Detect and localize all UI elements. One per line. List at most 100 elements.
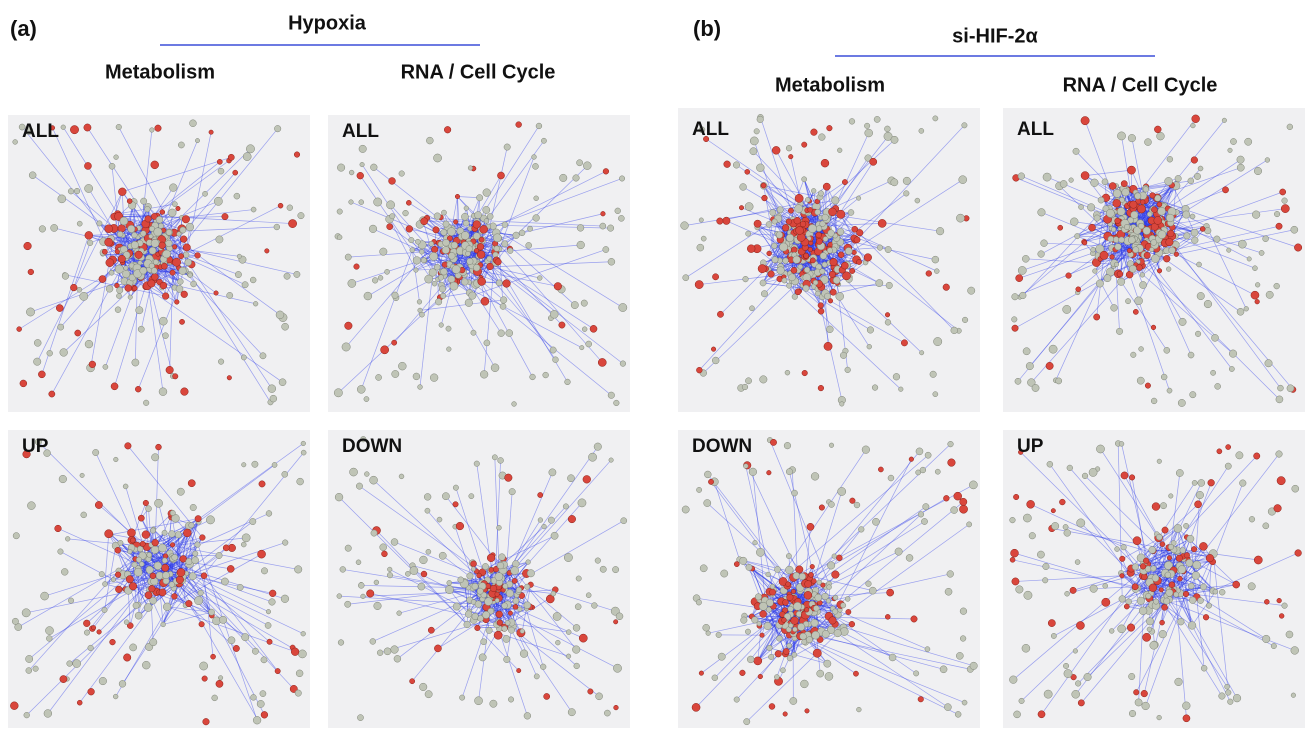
node <box>497 172 504 179</box>
node <box>756 164 764 172</box>
node <box>848 209 854 215</box>
node <box>97 221 102 226</box>
node <box>60 675 67 682</box>
node <box>243 153 251 161</box>
node <box>787 643 792 648</box>
node <box>967 522 972 527</box>
node <box>1263 236 1269 242</box>
node <box>433 227 439 233</box>
node <box>115 249 120 254</box>
node <box>150 128 155 133</box>
node <box>619 303 627 311</box>
node <box>758 265 766 273</box>
node <box>191 281 197 287</box>
node <box>538 492 543 497</box>
node <box>222 213 228 219</box>
node <box>95 501 102 508</box>
node <box>1140 273 1145 278</box>
node <box>1073 148 1079 154</box>
node <box>760 376 767 383</box>
node <box>872 518 879 525</box>
node <box>904 191 910 197</box>
node <box>99 571 104 576</box>
node <box>124 620 129 625</box>
node <box>753 540 758 545</box>
node <box>182 215 190 223</box>
node <box>1108 236 1114 242</box>
node <box>380 544 387 551</box>
node <box>260 691 266 697</box>
node <box>959 505 967 513</box>
node <box>930 371 937 378</box>
node <box>381 551 387 557</box>
node <box>242 633 249 640</box>
node <box>1081 116 1089 124</box>
node <box>850 268 855 273</box>
node <box>506 590 513 597</box>
node <box>885 319 891 325</box>
node <box>497 562 504 569</box>
node <box>1128 134 1136 142</box>
node <box>200 662 208 670</box>
node <box>282 540 288 546</box>
node <box>948 441 954 447</box>
node <box>1109 182 1116 189</box>
node <box>608 392 615 399</box>
node <box>1063 305 1071 313</box>
node <box>265 249 270 254</box>
node <box>135 386 141 392</box>
node <box>181 388 189 396</box>
node <box>574 663 580 669</box>
node <box>833 595 838 600</box>
node <box>68 188 74 194</box>
node <box>795 205 803 213</box>
node <box>181 291 188 298</box>
node <box>177 232 182 237</box>
node <box>768 654 773 659</box>
node <box>1076 287 1081 292</box>
node <box>39 226 46 233</box>
node <box>1116 328 1122 334</box>
node <box>925 452 931 458</box>
node <box>1251 291 1259 299</box>
node <box>832 609 837 614</box>
node <box>282 323 289 330</box>
node <box>541 138 546 143</box>
node <box>118 255 125 262</box>
node <box>744 718 750 724</box>
node <box>55 525 62 532</box>
node <box>123 484 128 489</box>
node <box>172 554 178 560</box>
node <box>532 155 537 160</box>
node <box>484 219 489 224</box>
node <box>542 524 547 529</box>
node <box>840 352 847 359</box>
node <box>749 468 757 476</box>
node <box>954 492 962 500</box>
node <box>884 126 890 132</box>
node <box>47 350 53 356</box>
node <box>233 645 239 651</box>
node <box>166 229 172 235</box>
node <box>349 170 354 175</box>
node <box>815 209 821 215</box>
node <box>490 585 497 592</box>
node <box>172 593 178 599</box>
node <box>893 373 900 380</box>
node <box>756 548 764 556</box>
node <box>609 458 614 463</box>
node <box>159 388 167 396</box>
node <box>450 282 458 290</box>
node <box>793 256 801 264</box>
node <box>712 357 719 364</box>
node <box>822 262 827 267</box>
node <box>788 154 793 159</box>
node <box>813 605 819 611</box>
node <box>116 124 122 130</box>
node <box>734 697 740 703</box>
node <box>913 671 918 676</box>
node <box>1144 252 1150 258</box>
node <box>216 552 222 558</box>
node <box>595 558 601 564</box>
node <box>444 126 451 133</box>
